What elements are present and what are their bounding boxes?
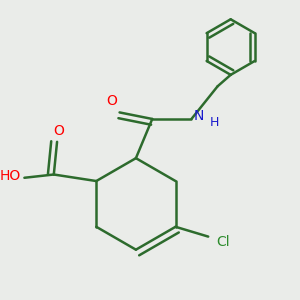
Text: H: H	[209, 116, 219, 129]
Text: O: O	[106, 94, 117, 109]
Text: O: O	[53, 124, 64, 138]
Text: HO: HO	[0, 169, 21, 183]
Text: Cl: Cl	[216, 235, 230, 248]
Text: N: N	[194, 109, 205, 123]
